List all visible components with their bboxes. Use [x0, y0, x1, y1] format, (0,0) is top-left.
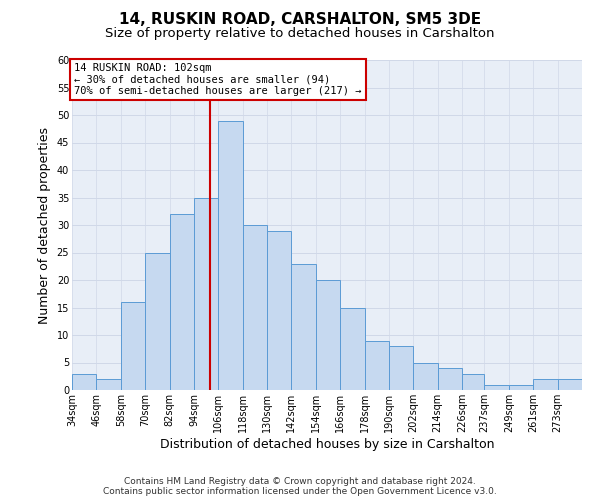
Text: Contains public sector information licensed under the Open Government Licence v3: Contains public sector information licen… — [103, 488, 497, 496]
Bar — [194, 198, 218, 390]
Bar — [242, 225, 267, 390]
Bar — [438, 368, 462, 390]
Text: 14, RUSKIN ROAD, CARSHALTON, SM5 3DE: 14, RUSKIN ROAD, CARSHALTON, SM5 3DE — [119, 12, 481, 28]
Bar — [267, 230, 292, 390]
Text: Size of property relative to detached houses in Carshalton: Size of property relative to detached ho… — [105, 28, 495, 40]
Bar — [557, 379, 582, 390]
Text: Contains HM Land Registry data © Crown copyright and database right 2024.: Contains HM Land Registry data © Crown c… — [124, 478, 476, 486]
Bar — [170, 214, 194, 390]
Bar — [340, 308, 365, 390]
Bar — [413, 362, 438, 390]
Bar — [121, 302, 145, 390]
Bar — [389, 346, 413, 390]
Bar — [462, 374, 484, 390]
Bar — [509, 384, 533, 390]
Text: 14 RUSKIN ROAD: 102sqm
← 30% of detached houses are smaller (94)
70% of semi-det: 14 RUSKIN ROAD: 102sqm ← 30% of detached… — [74, 62, 362, 96]
Bar — [292, 264, 316, 390]
Y-axis label: Number of detached properties: Number of detached properties — [38, 126, 51, 324]
Bar — [145, 252, 170, 390]
X-axis label: Distribution of detached houses by size in Carshalton: Distribution of detached houses by size … — [160, 438, 494, 450]
Bar — [316, 280, 340, 390]
Bar — [97, 379, 121, 390]
Bar — [218, 120, 242, 390]
Bar — [533, 379, 557, 390]
Bar — [365, 340, 389, 390]
Bar — [484, 384, 509, 390]
Bar — [72, 374, 97, 390]
